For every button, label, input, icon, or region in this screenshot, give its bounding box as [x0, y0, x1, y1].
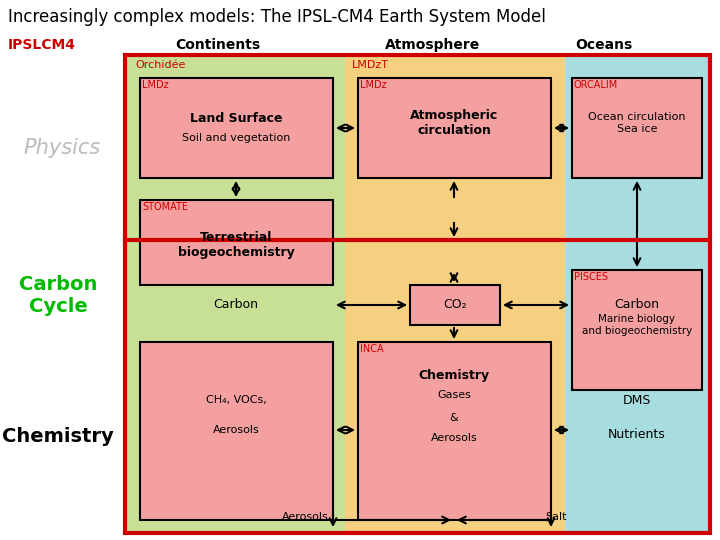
Text: Marine biology
and biogeochemistry: Marine biology and biogeochemistry [582, 314, 692, 336]
Text: Physics: Physics [23, 138, 101, 158]
Text: Continents: Continents [175, 38, 260, 52]
Text: Increasingly complex models: The IPSL-CM4 Earth System Model: Increasingly complex models: The IPSL-CM… [8, 8, 546, 26]
Bar [410, 285, 500, 325]
Bar [358, 78, 551, 178]
Text: LMDzT: LMDzT [352, 60, 389, 70]
Text: Carbon: Carbon [614, 299, 660, 312]
Text: Chemistry: Chemistry [2, 428, 114, 447]
Text: &: & [449, 413, 459, 423]
Text: CH₄, VOCs,: CH₄, VOCs, [206, 395, 266, 405]
Text: PISCES: PISCES [574, 272, 608, 282]
Text: Ocean circulation
Sea ice: Ocean circulation Sea ice [588, 112, 685, 134]
Text: Orchidée: Orchidée [135, 60, 185, 70]
Text: Chemistry: Chemistry [418, 368, 490, 381]
Text: Aerosols: Aerosols [282, 512, 328, 522]
Text: Carbon: Carbon [214, 299, 258, 312]
Text: Gases: Gases [437, 390, 471, 400]
Text: DMS: DMS [623, 394, 651, 407]
Text: INCA: INCA [360, 344, 384, 354]
Bar [140, 200, 333, 285]
Bar [572, 270, 702, 390]
Text: CO₂: CO₂ [444, 299, 467, 312]
Text: IPSLCM4: IPSLCM4 [8, 38, 76, 52]
Text: Land Surface: Land Surface [190, 111, 282, 125]
Text: Atmospheric
circulation: Atmospheric circulation [410, 109, 498, 137]
Bar [140, 342, 333, 520]
Text: LMDz: LMDz [142, 80, 168, 90]
Text: Nutrients: Nutrients [608, 429, 666, 442]
Bar [127, 57, 345, 531]
Text: Aerosols: Aerosols [431, 433, 477, 443]
Bar [140, 78, 333, 178]
Bar [345, 57, 565, 531]
Text: Salt: Salt [545, 512, 567, 522]
Bar [565, 57, 708, 531]
Bar [358, 342, 551, 520]
Text: Soil and vegetation: Soil and vegetation [182, 133, 290, 143]
Bar [572, 78, 702, 178]
Text: STOMATE: STOMATE [142, 202, 188, 212]
Bar [125, 55, 710, 533]
Text: Terrestrial
biogeochemistry: Terrestrial biogeochemistry [178, 231, 294, 259]
Text: Atmosphere: Atmosphere [385, 38, 480, 52]
Text: Aerosols: Aerosols [212, 425, 259, 435]
Text: Carbon
Cycle: Carbon Cycle [19, 274, 97, 315]
Text: ORCALIM: ORCALIM [574, 80, 618, 90]
Text: Oceans: Oceans [575, 38, 632, 52]
Text: LMDz: LMDz [360, 80, 387, 90]
